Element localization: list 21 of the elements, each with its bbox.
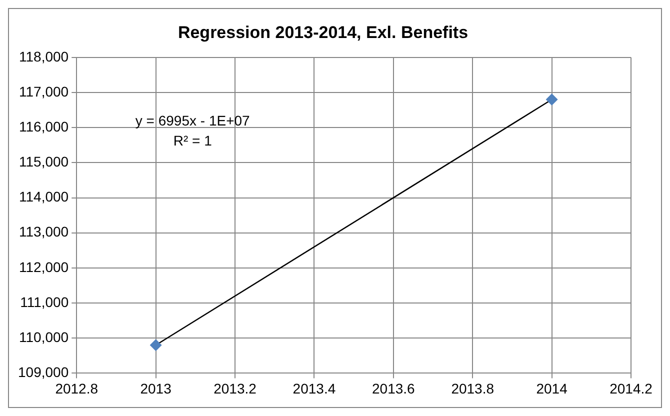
y-tick-label: 110,000 [19,328,69,345]
annotation: R² = 1 [173,132,212,148]
x-tick-label: 2012.8 [55,380,98,396]
y-tick-label: 116,000 [19,118,69,134]
x-tick-label: 2014.2 [610,380,653,396]
y-tick-label: 113,000 [19,224,69,240]
y-tick-label: 109,000 [18,364,69,380]
chart-title: Regression 2013-2014, Exl. Benefits [178,22,468,42]
x-tick-label: 2013.2 [214,380,257,396]
x-tick-label: 2013.4 [292,380,336,396]
x-tick-label: 2013.6 [372,380,416,396]
annotation: y = 6995x - 1E+07 [135,112,250,128]
x-tick-label: 2014 [536,380,568,396]
y-tick-label: 115,000 [19,154,69,170]
x-tick-label: 2013.8 [451,380,494,396]
y-tick-label: 117,000 [19,83,69,100]
y-tick-label: 111,000 [20,294,69,310]
y-tick-label: 118,000 [19,48,69,64]
x-tick-label: 2013 [140,380,172,396]
y-tick-label: 112,000 [19,258,69,275]
y-tick-label: 114,000 [19,188,69,205]
